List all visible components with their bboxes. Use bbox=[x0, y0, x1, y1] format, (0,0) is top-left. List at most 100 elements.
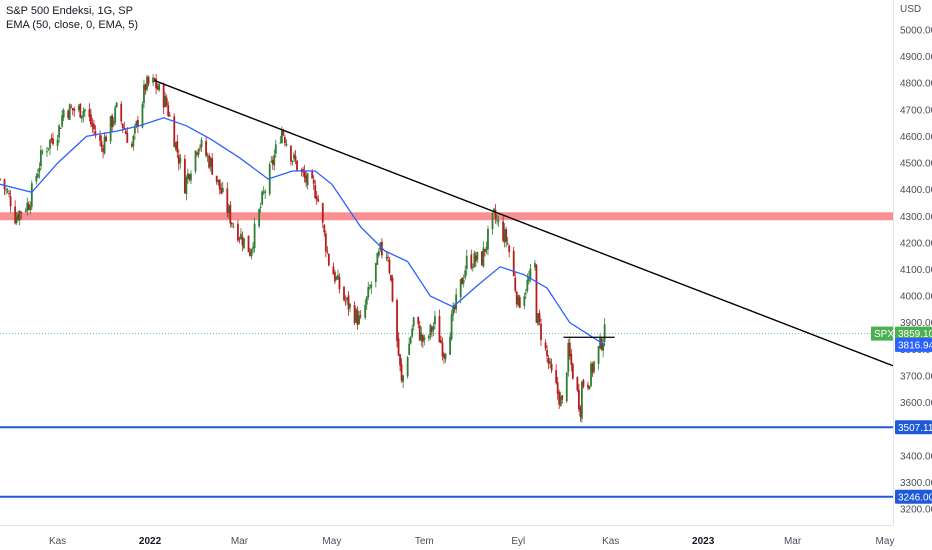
candle-body bbox=[271, 159, 274, 165]
candle-body bbox=[111, 115, 114, 127]
candle-body bbox=[561, 395, 564, 400]
candle-body bbox=[5, 189, 7, 191]
candle-body bbox=[124, 130, 127, 134]
candle-body bbox=[462, 279, 465, 283]
candle-body bbox=[123, 127, 126, 130]
price-tag bbox=[895, 420, 932, 435]
candle-body bbox=[529, 268, 532, 279]
candle-body bbox=[387, 256, 389, 259]
y-tick-label: 4200.00 bbox=[900, 238, 932, 249]
candle-body bbox=[427, 335, 430, 339]
x-tick-label: 2022 bbox=[139, 536, 162, 547]
candle-body bbox=[512, 250, 515, 277]
x-tick-label: Kas bbox=[602, 536, 619, 547]
candle-body bbox=[205, 141, 207, 156]
candle-body bbox=[571, 364, 574, 379]
candle-body bbox=[603, 324, 606, 342]
x-tick-label: Mar bbox=[231, 536, 249, 547]
candle-body bbox=[577, 389, 580, 409]
candle-body bbox=[452, 306, 455, 316]
candle-body bbox=[279, 142, 282, 144]
trendline[interactable] bbox=[154, 79, 894, 367]
candle-body bbox=[338, 277, 341, 290]
y-axis[interactable]: 3200.003300.003400.003500.003600.003700.… bbox=[893, 0, 932, 525]
candle-body bbox=[406, 357, 409, 377]
candle-body bbox=[99, 135, 101, 141]
candle-body bbox=[496, 219, 498, 221]
candle-body bbox=[58, 125, 61, 138]
candle-body bbox=[597, 346, 600, 364]
candle-body bbox=[470, 254, 473, 269]
candle-body bbox=[349, 304, 351, 308]
candle-body bbox=[305, 175, 308, 183]
zones bbox=[0, 212, 893, 335]
chart-legend: S&P 500 Endeksi, 1G, SP EMA (50, close, … bbox=[6, 4, 138, 32]
candle-body bbox=[515, 291, 518, 305]
y-tick-label: 3300.00 bbox=[900, 478, 932, 489]
candle-body bbox=[503, 229, 506, 243]
candle-body bbox=[527, 277, 530, 282]
candle-body bbox=[200, 139, 203, 148]
candle-body bbox=[524, 292, 527, 295]
candle-body bbox=[273, 154, 276, 166]
candle-body bbox=[493, 208, 495, 212]
candle-body bbox=[46, 151, 48, 153]
candle-body bbox=[130, 144, 133, 147]
candle-body bbox=[471, 267, 474, 269]
candles bbox=[0, 73, 606, 423]
y-tick-label: 4600.00 bbox=[900, 132, 932, 143]
candle-body bbox=[240, 233, 242, 240]
candle-body bbox=[259, 206, 262, 208]
candle-body bbox=[197, 148, 200, 156]
candle-body bbox=[162, 84, 165, 108]
candle-body bbox=[526, 279, 529, 291]
candle-body bbox=[165, 97, 168, 106]
spx-symbol-label: SPX bbox=[874, 329, 894, 340]
candle-body bbox=[230, 222, 233, 225]
candle-body bbox=[126, 132, 129, 143]
candle-body bbox=[199, 147, 201, 149]
x-axis[interactable]: Kas 2022 Mar May Tem Eyl Kas 2023 Mar May bbox=[0, 525, 894, 548]
drawn-lines[interactable] bbox=[0, 79, 894, 498]
candle-body bbox=[430, 327, 433, 332]
candle-body bbox=[61, 115, 64, 127]
candle-body bbox=[388, 259, 391, 273]
candle-body bbox=[518, 296, 521, 308]
y-tick-label: 4800.00 bbox=[900, 79, 932, 90]
x-tick-label: Tem bbox=[415, 536, 434, 547]
candle-body bbox=[294, 155, 297, 161]
candle-body bbox=[147, 76, 150, 84]
candle-body bbox=[91, 123, 94, 127]
candle-body bbox=[346, 297, 348, 300]
symbol-title[interactable]: S&P 500 Endeksi, 1G, SP bbox=[6, 5, 133, 17]
candle-body bbox=[417, 316, 420, 325]
candle-body bbox=[144, 84, 147, 91]
candle-body bbox=[476, 252, 479, 260]
candle-body bbox=[343, 286, 345, 301]
price-tag-value: 3816.94 bbox=[898, 340, 932, 351]
candle-body bbox=[508, 245, 511, 252]
candle-body bbox=[100, 141, 103, 148]
candle-body bbox=[491, 212, 494, 230]
indicator-label[interactable]: EMA (50, close, 0, EMA, 5) bbox=[6, 19, 139, 31]
candle-body bbox=[323, 225, 326, 233]
y-tick-label: 3700.00 bbox=[900, 371, 932, 382]
candle-body bbox=[3, 179, 6, 190]
candle-body bbox=[591, 363, 594, 373]
candle-body bbox=[252, 246, 254, 249]
candle-body bbox=[183, 158, 186, 194]
candle-body bbox=[190, 173, 192, 181]
candle-body bbox=[264, 191, 267, 193]
candle-body bbox=[220, 188, 223, 194]
candle-body bbox=[334, 272, 336, 282]
x-tick-label: Eyl bbox=[511, 536, 525, 547]
candle-body bbox=[337, 275, 339, 280]
candle-body bbox=[73, 108, 76, 111]
candle-body bbox=[79, 103, 82, 118]
candle-body bbox=[146, 76, 148, 90]
candle-body bbox=[418, 325, 421, 341]
candle-body bbox=[450, 314, 453, 340]
y-tick-label: 4300.00 bbox=[900, 212, 932, 223]
